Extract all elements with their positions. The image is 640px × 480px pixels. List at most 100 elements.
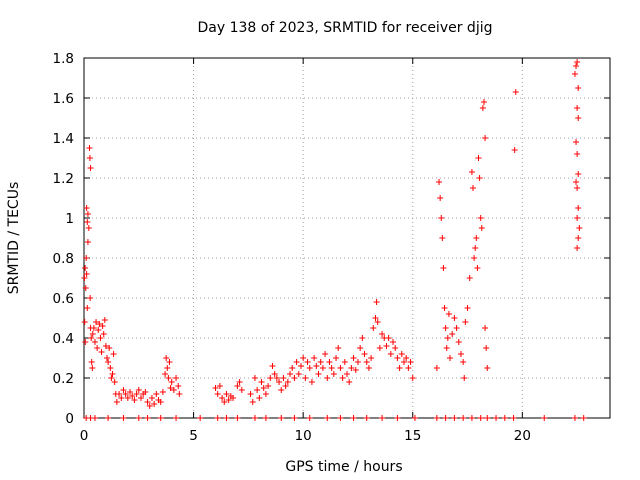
data-point bbox=[344, 371, 350, 377]
data-point bbox=[157, 399, 164, 405]
data-point bbox=[330, 371, 337, 377]
data-point bbox=[159, 389, 166, 395]
data-point bbox=[478, 225, 485, 231]
data-point bbox=[88, 359, 95, 365]
data-point bbox=[144, 415, 151, 421]
data-point bbox=[101, 317, 108, 323]
data-point bbox=[574, 185, 581, 191]
data-point bbox=[86, 155, 93, 161]
data-point bbox=[337, 415, 344, 421]
data-point bbox=[265, 383, 272, 389]
data-point bbox=[473, 235, 480, 241]
data-point bbox=[444, 335, 451, 341]
data-point bbox=[442, 325, 449, 331]
data-point bbox=[461, 375, 468, 381]
data-point bbox=[96, 321, 103, 327]
data-point bbox=[324, 415, 331, 421]
data-point bbox=[166, 359, 173, 365]
data-point bbox=[483, 345, 490, 351]
data-point bbox=[573, 139, 580, 145]
y-tick-label: 0.8 bbox=[53, 251, 74, 267]
data-point bbox=[90, 325, 97, 331]
data-point bbox=[439, 235, 446, 241]
data-point bbox=[476, 175, 483, 181]
y-tick-label: 1 bbox=[65, 211, 74, 227]
data-point bbox=[363, 359, 370, 365]
data-point bbox=[297, 363, 304, 369]
data-point bbox=[221, 399, 228, 405]
data-point bbox=[335, 345, 342, 351]
data-point bbox=[365, 365, 372, 371]
data-point bbox=[407, 359, 414, 365]
data-point bbox=[127, 389, 134, 395]
data-point bbox=[111, 379, 118, 385]
y-tick-label: 0 bbox=[65, 411, 74, 427]
data-point bbox=[278, 387, 285, 393]
data-point bbox=[575, 235, 582, 241]
plot-frame bbox=[83, 57, 611, 419]
data-point bbox=[254, 387, 261, 393]
data-point bbox=[135, 415, 142, 421]
data-point bbox=[363, 415, 370, 421]
data-point bbox=[394, 355, 401, 361]
data-point bbox=[83, 205, 90, 211]
data-point bbox=[295, 371, 302, 377]
data-point bbox=[359, 335, 366, 341]
data-point bbox=[576, 225, 583, 231]
data-point bbox=[94, 345, 101, 351]
data-point bbox=[99, 323, 106, 329]
data-point bbox=[124, 395, 131, 401]
data-point bbox=[105, 359, 112, 365]
data-point bbox=[83, 271, 90, 277]
data-point bbox=[164, 365, 171, 371]
data-point bbox=[361, 351, 368, 357]
data-point bbox=[470, 185, 477, 191]
data-point bbox=[120, 415, 127, 421]
data-point bbox=[468, 415, 475, 421]
data-point bbox=[573, 179, 580, 185]
data-point bbox=[83, 255, 90, 261]
data-point bbox=[396, 365, 403, 371]
data-point bbox=[225, 397, 232, 403]
data-point bbox=[370, 325, 377, 331]
data-point bbox=[212, 385, 219, 391]
data-point bbox=[116, 391, 123, 397]
data-point bbox=[173, 415, 180, 421]
grid-lines bbox=[84, 58, 610, 418]
x-tick-label: 15 bbox=[404, 428, 421, 444]
data-point bbox=[573, 63, 580, 69]
data-point bbox=[482, 135, 489, 141]
data-point bbox=[390, 339, 397, 345]
data-point bbox=[440, 265, 447, 271]
data-point bbox=[449, 331, 456, 337]
data-point bbox=[118, 395, 125, 401]
x-tick-label: 20 bbox=[514, 428, 531, 444]
data-point bbox=[278, 415, 285, 421]
data-point bbox=[374, 319, 381, 325]
data-point bbox=[437, 195, 444, 201]
data-point bbox=[106, 345, 113, 351]
data-point bbox=[438, 215, 445, 221]
data-point bbox=[100, 331, 107, 337]
data-point bbox=[153, 391, 160, 397]
data-point bbox=[144, 399, 151, 405]
data-point bbox=[501, 415, 508, 421]
data-point bbox=[167, 385, 174, 391]
data-point bbox=[480, 99, 487, 105]
data-point bbox=[223, 391, 230, 397]
data-point bbox=[493, 415, 500, 421]
data-point bbox=[306, 365, 313, 371]
data-point bbox=[107, 365, 114, 371]
data-point bbox=[394, 415, 401, 421]
data-point bbox=[317, 359, 324, 365]
data-point bbox=[328, 365, 335, 371]
data-point bbox=[173, 375, 180, 381]
data-point bbox=[392, 345, 399, 351]
y-axis-label: SRMTID / TECUs bbox=[6, 182, 22, 295]
data-point bbox=[82, 265, 89, 271]
data-point bbox=[175, 383, 182, 389]
data-point bbox=[398, 351, 405, 357]
data-point bbox=[148, 395, 155, 401]
data-point bbox=[574, 59, 581, 65]
data-point bbox=[352, 367, 359, 373]
